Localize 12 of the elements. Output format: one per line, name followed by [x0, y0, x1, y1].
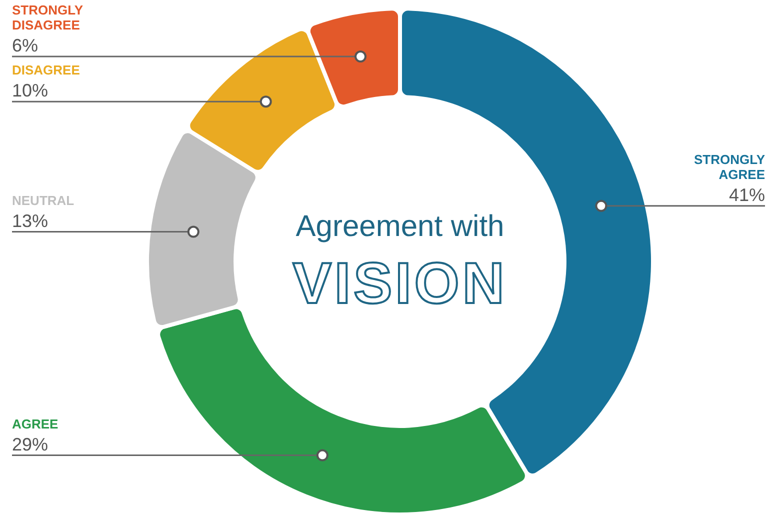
- text: Agreement with: [294, 210, 506, 244]
- data-label: 29%: [12, 434, 48, 454]
- slice-label: DISAGREE: [12, 62, 80, 78]
- slice-label: STRONGLY DISAGREE: [12, 2, 84, 33]
- slice-label: STRONGLY AGREE: [694, 152, 766, 182]
- slice-label: AGREE: [12, 416, 59, 432]
- slice-label: NEUTRAL: [12, 192, 74, 208]
- data-label: 6%: [12, 36, 38, 56]
- data-label: 10%: [12, 80, 48, 101]
- text: VISION: [290, 250, 508, 317]
- data-label: 41%: [728, 184, 765, 205]
- data-label: 13%: [12, 210, 48, 231]
